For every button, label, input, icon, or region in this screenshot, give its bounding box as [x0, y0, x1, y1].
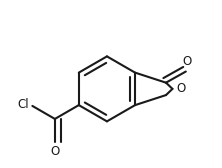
Text: O: O [176, 82, 186, 95]
Text: O: O [50, 145, 59, 158]
Text: O: O [182, 55, 191, 68]
Text: Cl: Cl [18, 98, 29, 111]
